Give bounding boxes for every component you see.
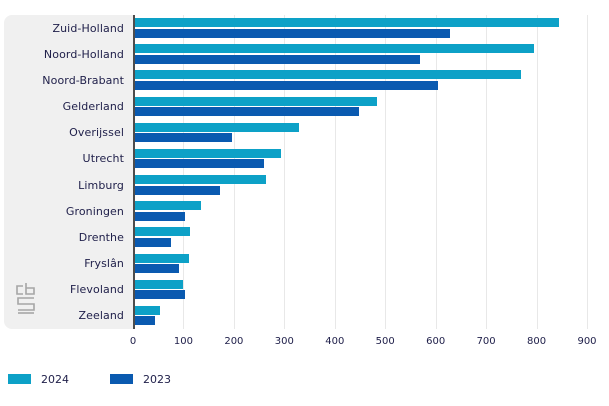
bar-2023: [135, 237, 172, 247]
category-panel: [4, 15, 134, 329]
x-tick-label: 300: [274, 336, 294, 347]
bar-2023: [135, 28, 451, 38]
category-label: Fryslân: [84, 257, 124, 271]
legend-item-2023: 2023: [110, 373, 200, 386]
bar-2024: [135, 96, 378, 106]
bar-2024: [135, 70, 521, 80]
x-tick-label: 500: [375, 336, 395, 347]
category-labels: Zuid-Holland Noord-Holland Noord-Brabant Ge…: [4, 15, 128, 329]
gridline: [435, 15, 437, 329]
bar-2024: [135, 175, 267, 184]
bar-2024: [135, 253, 190, 263]
legend-label-2024: 2024: [41, 372, 69, 386]
x-tick-label: 0: [129, 336, 137, 347]
x-tick-label: 100: [173, 336, 193, 347]
bar-2023: [135, 80, 438, 90]
bar-2024: [135, 279, 184, 289]
legend-swatch-2023: [110, 374, 133, 384]
bar-2024: [135, 122, 299, 132]
bar-2023: [135, 107, 360, 116]
category-label: Noord-Brabant: [42, 73, 124, 87]
legend-label-2023: 2023: [143, 372, 171, 386]
category-label: Utrecht: [82, 152, 124, 166]
category-label: Overijssel: [69, 126, 124, 140]
bar-2024: [135, 201, 201, 211]
category-label: Gelderland: [62, 100, 124, 114]
gridline: [385, 15, 387, 329]
x-tick-label: 800: [527, 336, 547, 347]
category-label: Flevoland: [69, 283, 124, 297]
x-axis-ticks: 0 100 200 300 400 500 600 700 800 900: [129, 336, 597, 350]
category-label: Zuid-Holland: [52, 21, 124, 35]
bar-2023: [135, 211, 186, 221]
y-axis-line: [133, 15, 135, 329]
bar-2024: [135, 227, 191, 237]
category-label: Zeeland: [78, 309, 124, 323]
category-label: Noord-Holland: [43, 47, 124, 61]
gridline: [284, 15, 286, 329]
x-tick-label: 200: [224, 336, 244, 347]
x-tick-label: 900: [577, 336, 597, 347]
x-tick-label: 700: [476, 336, 496, 347]
cbs-logo-icon: [16, 283, 35, 314]
bar-2024: [135, 44, 534, 54]
bar-2024: [135, 148, 282, 158]
gridline: [334, 15, 336, 329]
gridline: [183, 15, 185, 329]
category-label: Limburg: [78, 178, 124, 192]
gridline: [233, 15, 235, 329]
legend: 2024 2023: [8, 372, 200, 386]
gridline: [486, 15, 488, 329]
category-label: Drenthe: [78, 230, 124, 244]
bar-2023: [135, 185, 220, 195]
bar-2024: [135, 305, 161, 315]
bar-2023: [135, 316, 155, 326]
legend-swatch-2024: [8, 374, 31, 384]
bar-2023: [135, 264, 179, 273]
bar-2023: [135, 159, 264, 169]
bar-2023: [135, 54, 420, 64]
x-tick-label: 600: [426, 336, 446, 347]
legend-item-2024: 2024: [8, 373, 98, 386]
bar-2023: [135, 290, 185, 300]
category-label: Groningen: [65, 204, 124, 218]
plot-area: [133, 15, 588, 329]
bar-2023: [135, 133, 232, 143]
gridline: [536, 15, 538, 329]
x-tick-label: 400: [325, 336, 345, 347]
gridline: [587, 15, 588, 329]
bar-2024: [135, 18, 559, 27]
